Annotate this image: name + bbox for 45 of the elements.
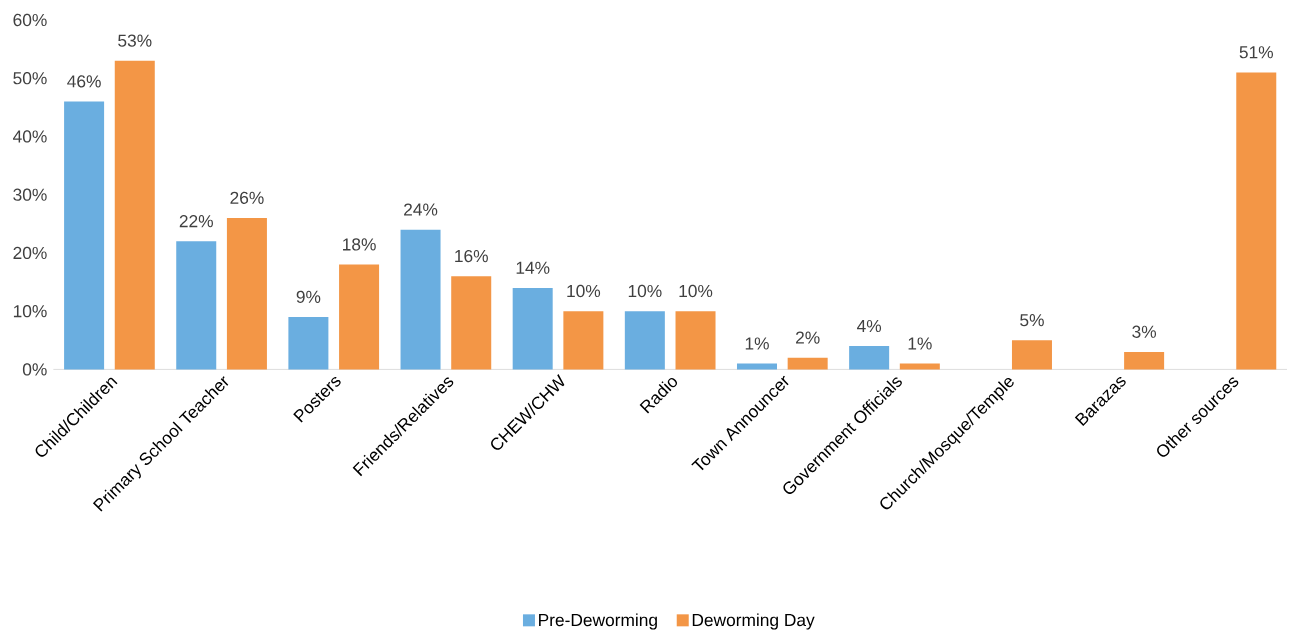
data-label: 14% [516, 261, 550, 274]
data-label: 51% [1239, 46, 1273, 59]
y-tick-label: 50% [13, 72, 47, 85]
bar [1011, 340, 1052, 370]
bar [226, 218, 267, 370]
data-label: 3% [1132, 325, 1157, 338]
data-label: 16% [455, 250, 488, 263]
data-label: 10% [679, 284, 713, 298]
bar [563, 311, 604, 370]
bar [624, 311, 665, 370]
bar [675, 311, 716, 370]
data-label: 1% [908, 337, 932, 350]
data-label: 4% [857, 320, 882, 333]
bar [849, 346, 890, 370]
bar [400, 229, 441, 370]
data-label: 2% [796, 331, 820, 344]
bar [176, 241, 217, 370]
bar [288, 317, 329, 370]
y-tick-label: 60% [13, 13, 47, 27]
data-label: 10% [567, 284, 601, 298]
y-tick-label: 10% [13, 305, 47, 318]
bar [114, 60, 155, 370]
data-label: 53% [118, 34, 152, 47]
bar [787, 357, 828, 370]
data-label: 22% [179, 215, 213, 228]
data-label: 1% [745, 337, 769, 350]
bar [1124, 352, 1165, 370]
bar [64, 101, 105, 370]
bar [512, 287, 553, 370]
y-tick-label: 40% [13, 130, 47, 143]
data-label: 10% [628, 284, 662, 298]
y-tick-label: 0% [22, 363, 47, 376]
data-label: 18% [343, 238, 376, 251]
data-label: 24% [404, 203, 438, 216]
data-label: 26% [230, 191, 264, 205]
data-label: 5% [1020, 314, 1044, 327]
y-tick-label: 30% [13, 188, 47, 201]
y-tick-label: 20% [13, 246, 47, 260]
data-label: 9% [296, 290, 321, 304]
bar [1236, 72, 1277, 370]
legend-label: Deworming Day [692, 613, 815, 630]
legend-label: Pre-Deworming [539, 613, 657, 630]
data-label: 46% [67, 75, 101, 88]
bar [451, 276, 492, 370]
bar [339, 264, 380, 370]
